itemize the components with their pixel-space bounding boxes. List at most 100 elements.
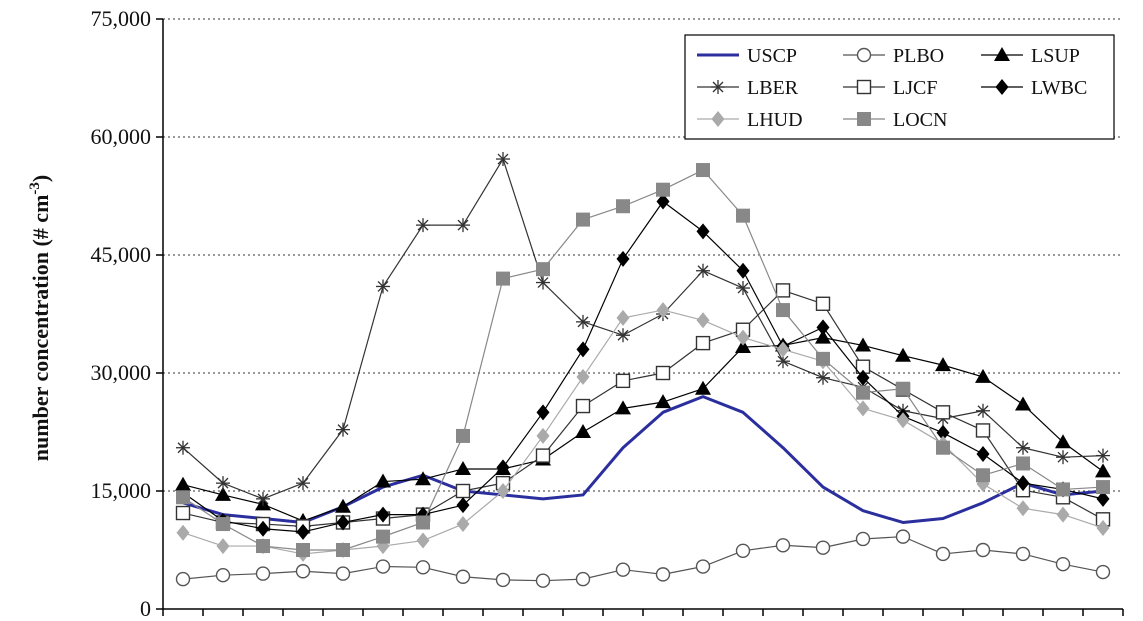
data-point-lhud-7 [456,516,470,533]
data-point-locn-0 [176,490,190,505]
legend-label-lber: LBER [747,77,799,99]
data-point-lsup-5 [375,473,391,488]
series-lwbc [176,193,1110,540]
data-point-lhud-11 [616,309,630,326]
data-point-lber-10 [576,314,590,329]
data-point-ljcf-7 [455,483,471,499]
legend-item-uscp: USCP [697,45,797,67]
data-point-lwbc-14 [736,262,750,279]
data-point-plbo-2 [255,566,271,581]
legend-label-locn: LOCN [893,109,947,131]
data-point-lber-5 [376,279,390,294]
data-point-locn-21 [1016,456,1030,471]
data-point-lwbc-16 [816,319,830,336]
data-point-lwbc-23 [1096,490,1110,507]
data-point-lwbc-20 [976,446,990,463]
legend-label-lhud: LHUD [747,109,803,131]
data-point-lsup-4 [335,498,351,513]
data-point-locn-13 [696,163,710,178]
data-point-lwbc-4 [336,514,350,531]
data-point-locn-1 [216,517,230,532]
data-point-plbo-14 [735,543,751,558]
legend-item-lwbc: LWBC [981,77,1087,99]
series-plbo [175,529,1111,588]
data-point-locn-17 [856,385,870,400]
data-point-lwbc-12 [656,193,670,210]
legend-item-lber: LBER [697,77,799,99]
y-tick-label-5: 75,000 [91,6,152,31]
legend-marker-lsup [994,47,1010,61]
data-point-locn-22 [1056,482,1070,497]
y-axis-title-main: number concentration (# cm [28,195,53,462]
data-point-lsup-23 [1095,463,1111,478]
data-point-lhud-10 [576,368,590,385]
data-point-lhud-9 [536,427,550,444]
y-tick-label-2: 30,000 [91,360,152,385]
legend-label-uscp: USCP [747,45,797,67]
data-point-lhud-6 [416,532,430,549]
legend-item-lhud: LHUD [697,109,803,131]
data-point-plbo-19 [935,546,951,562]
data-point-locn-12 [656,182,670,197]
data-point-lhud-17 [856,400,870,417]
data-point-lsup-1 [215,486,231,501]
data-point-lsup-20 [975,368,991,383]
legend-marker-lwbc [995,79,1009,95]
data-point-plbo-12 [655,567,671,582]
series-line-lber [182,158,1104,500]
y-axis-title: number concentration (# cm-3) [27,175,53,461]
data-point-lber-6 [416,218,430,233]
data-point-lhud-1 [216,538,230,555]
data-point-plbo-17 [855,531,871,547]
data-point-locn-20 [976,468,990,483]
series-locn [176,163,1110,557]
data-point-lber-2 [256,491,270,506]
data-point-lhud-22 [1056,506,1070,523]
data-point-ljcf-16 [815,296,831,311]
legend-marker-lber [711,80,725,94]
data-point-plbo-21 [1015,546,1031,562]
legend-marker-plbo [856,47,872,63]
legend: USCP PLBO LSUP LBER LJCF LWBC LHUD LOCN [684,34,1115,140]
legend-label-lsup: LSUP [1031,45,1080,67]
data-point-locn-5 [376,529,390,544]
legend-label-ljcf: LJCF [893,77,937,99]
y-axis-title-close: ) [28,175,53,182]
data-point-plbo-8 [495,572,511,588]
data-point-locn-7 [456,428,470,443]
legend-item-ljcf: LJCF [843,77,937,99]
data-point-lhud-14 [736,329,750,346]
data-point-lhud-8 [496,483,510,499]
data-point-locn-9 [536,262,550,277]
data-point-plbo-16 [815,540,831,555]
data-point-locn-10 [576,212,590,227]
y-tick-label-3: 45,000 [91,242,152,267]
data-point-lber-23 [1096,448,1110,463]
data-point-plbo-20 [975,542,991,558]
data-point-lber-20 [976,403,990,418]
data-point-lwbc-13 [696,223,710,240]
data-point-locn-19 [936,440,950,455]
data-point-lber-4 [336,422,350,437]
legend-marker-ljcf [856,79,872,95]
legend-box [684,34,1115,140]
data-point-locn-2 [256,539,270,554]
data-point-lsup-13 [695,380,711,395]
data-point-locn-6 [416,515,430,530]
data-point-lsup-19 [935,357,951,372]
data-point-lwbc-11 [616,250,630,267]
y-axis-title-exponent: -3 [27,182,43,195]
data-point-lsup-6 [415,471,431,486]
data-point-lsup-11 [615,400,631,415]
series-ljcf [175,283,1111,534]
data-point-ljcf-0 [175,505,191,521]
data-point-lsup-12 [655,394,671,409]
data-point-lsup-16 [815,329,831,344]
data-point-lber-16 [816,370,830,385]
data-point-locn-15 [776,303,790,318]
data-point-locn-4 [336,543,350,557]
data-point-lhud-15 [776,341,790,358]
data-point-ljcf-9 [535,448,551,463]
